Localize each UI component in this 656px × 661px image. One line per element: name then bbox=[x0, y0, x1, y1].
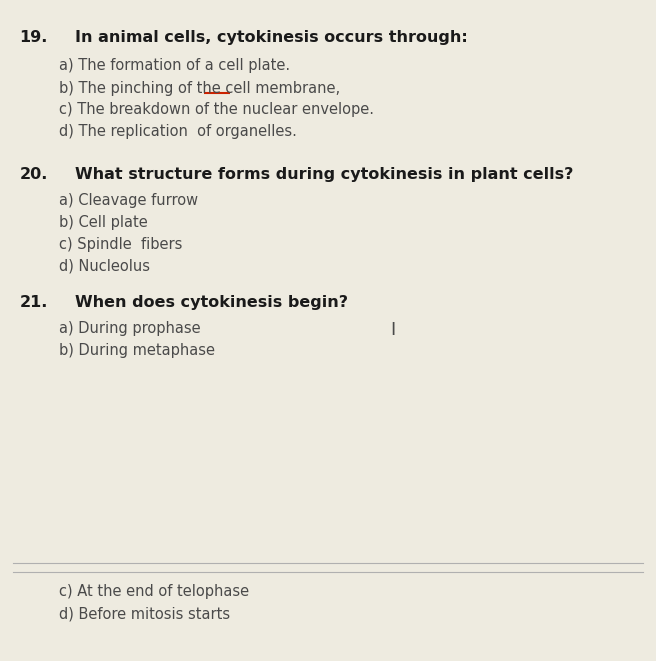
Text: 21.: 21. bbox=[20, 295, 48, 310]
Text: d) Nucleolus: d) Nucleolus bbox=[59, 258, 150, 274]
Text: a) Cleavage furrow: a) Cleavage furrow bbox=[59, 193, 198, 208]
Text: a) The formation of a cell plate.: a) The formation of a cell plate. bbox=[59, 58, 290, 73]
Text: c) At the end of telophase: c) At the end of telophase bbox=[59, 584, 249, 600]
Text: In animal cells, cytokinesis occurs through:: In animal cells, cytokinesis occurs thro… bbox=[75, 30, 468, 46]
Text: b) Cell plate: b) Cell plate bbox=[59, 215, 148, 230]
Text: d) Before mitosis starts: d) Before mitosis starts bbox=[59, 606, 230, 621]
Text: a) During prophase: a) During prophase bbox=[59, 321, 201, 336]
Text: b) The pinching of the cell membrane,: b) The pinching of the cell membrane, bbox=[59, 81, 345, 96]
Text: c) The breakdown of the nuclear envelope.: c) The breakdown of the nuclear envelope… bbox=[59, 102, 374, 118]
Text: 19.: 19. bbox=[20, 30, 48, 46]
Text: d) The replication  of organelles.: d) The replication of organelles. bbox=[59, 124, 297, 139]
Text: When does cytokinesis begin?: When does cytokinesis begin? bbox=[75, 295, 348, 310]
Text: c) Spindle  fibers: c) Spindle fibers bbox=[59, 237, 182, 252]
Text: I: I bbox=[390, 321, 396, 339]
Text: What structure forms during cytokinesis in plant cells?: What structure forms during cytokinesis … bbox=[75, 167, 574, 182]
Text: 20.: 20. bbox=[20, 167, 48, 182]
Text: b) During metaphase: b) During metaphase bbox=[59, 343, 215, 358]
